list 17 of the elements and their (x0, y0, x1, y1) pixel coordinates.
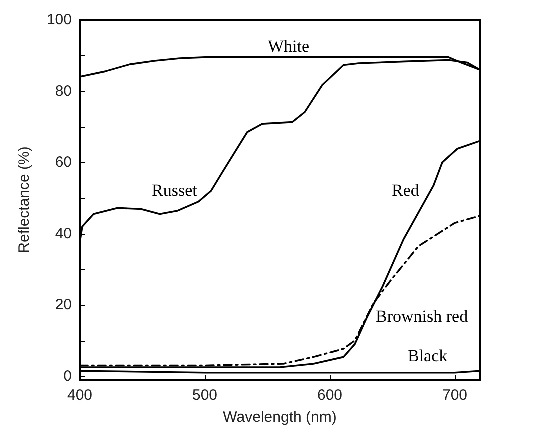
series-label: Russet (152, 181, 198, 200)
y-tick-label: 60 (55, 154, 72, 172)
series-label: Red (392, 181, 420, 200)
x-axis-title: Wavelength (nm) (223, 409, 337, 426)
y-tick-label: 0 (64, 368, 72, 385)
y-tick-label: 40 (55, 225, 72, 242)
y-tick-label: 80 (55, 82, 72, 100)
series-label: Brownish red (376, 307, 469, 326)
y-tick-label: 20 (55, 296, 72, 314)
series-label: Black (408, 346, 448, 366)
y-tick-label: 100 (46, 12, 72, 28)
y-axis-title: Reflectance (%) (16, 146, 33, 254)
x-tick-label: 400 (67, 387, 93, 404)
series-label: White (268, 37, 310, 56)
x-tick-label: 600 (317, 387, 343, 404)
x-tick-label: 500 (192, 387, 218, 404)
x-tick-label: 700 (442, 387, 468, 404)
